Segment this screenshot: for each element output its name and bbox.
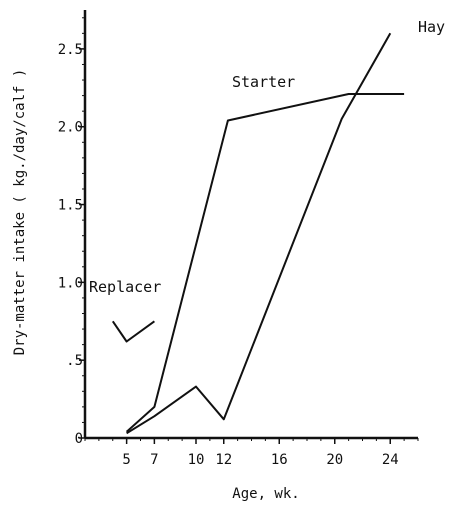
- y-tick-label: 2.5: [58, 42, 83, 58]
- y-tick-label: 0: [75, 431, 83, 447]
- x-tick-label: 7: [150, 452, 158, 468]
- x-tick-label: 20: [326, 452, 343, 468]
- y-tick-label: 1.0: [58, 275, 83, 291]
- series-labels: Replacer Starter Hay: [89, 18, 445, 296]
- series-lines: [111, 32, 405, 435]
- x-axis-title: Age, wk.: [232, 486, 299, 502]
- series-label-replacer: Replacer: [89, 278, 161, 296]
- y-tick-label: 2.0: [58, 120, 83, 136]
- series-label-starter: Starter: [232, 73, 295, 91]
- x-tick-label: 24: [382, 452, 399, 468]
- series-label-hay: Hay: [418, 18, 445, 36]
- x-tick-label: 5: [122, 452, 130, 468]
- y-tick-label: .5: [66, 353, 83, 369]
- x-tick-label: 12: [215, 452, 232, 468]
- y-tick-label: 1.5: [58, 198, 83, 214]
- y-axis-title: Dry-matter intake ( kg./day/calf ): [12, 69, 28, 356]
- ticks: 5 7 10 12 16 20 24 0 .5 1.0 1.5 2.0 2.5: [58, 17, 419, 468]
- series-line-hay: [126, 32, 392, 435]
- x-tick-label: 10: [188, 452, 205, 468]
- series-line-starter: [125, 93, 405, 433]
- x-tick-label: 16: [271, 452, 288, 468]
- series-line-replacer: [111, 320, 155, 343]
